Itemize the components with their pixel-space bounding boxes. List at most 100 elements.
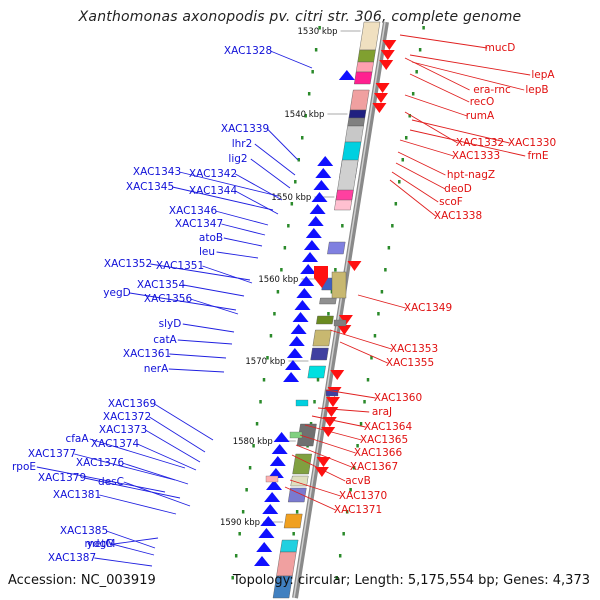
gene-label-left: XAC1347: [175, 218, 223, 230]
label-leader: [172, 186, 274, 211]
label-leader: [169, 353, 227, 359]
track-tick: [294, 180, 297, 184]
gene-label-left: XAC1387: [48, 552, 96, 564]
label-leader: [123, 481, 191, 507]
label-leader: [99, 494, 177, 515]
track-tick: [380, 290, 384, 294]
gene-arrow: [294, 300, 311, 310]
gene-block: [357, 49, 376, 63]
gene-label-right: mucD: [485, 42, 516, 54]
label-leader: [190, 298, 239, 315]
gene-label-left: XAC1373: [99, 424, 147, 436]
label-leader: [267, 128, 299, 161]
label-leader: [404, 111, 458, 144]
track-tick: [309, 422, 313, 426]
gene-arrow: [305, 228, 322, 238]
label-leader: [122, 462, 189, 485]
label-leader: [397, 151, 446, 176]
gene-layer: [254, 21, 397, 599]
label-leader: [36, 466, 166, 493]
label-leader: [411, 61, 525, 91]
gene-arrow: [314, 467, 329, 477]
gene-label-left: XAC1385: [60, 525, 108, 537]
gene-label-left: XAC1381: [53, 489, 101, 501]
label-leader: [182, 323, 235, 333]
gene-arrow: [262, 504, 279, 514]
track-tick: [418, 48, 422, 52]
label-leader: [391, 171, 439, 203]
gene-label-left: catA: [153, 334, 177, 346]
label-leader: [154, 403, 214, 441]
gene-block: [327, 241, 346, 255]
gene-label-left: XAC1344: [189, 185, 238, 197]
gene-label-right: XAC1365: [360, 434, 408, 446]
track-tick: [280, 268, 283, 272]
gene-block: [292, 453, 312, 475]
track-tick: [252, 444, 255, 448]
track-tick: [363, 400, 366, 404]
track-tick: [338, 554, 342, 558]
track-tick: [394, 202, 398, 206]
gene-label-left: XAC1376: [76, 457, 125, 469]
label-leader: [221, 223, 266, 236]
track-tick: [238, 532, 241, 536]
gene-block: [333, 319, 347, 327]
gene-label-left: desC: [98, 476, 124, 488]
gene-label-right: scoF: [439, 196, 463, 208]
gene-block: [331, 271, 347, 299]
gene-block: [307, 365, 326, 379]
gene-label-right: era-rnc: [473, 84, 511, 96]
gene-label-right: recO: [470, 96, 495, 108]
gene-arrow: [338, 70, 355, 80]
track-tick: [352, 466, 356, 470]
label-leader: [74, 453, 176, 481]
label-leader: [339, 341, 388, 364]
label-leader: [395, 162, 446, 190]
gene-block: [289, 431, 303, 439]
gene-label-left: XAC1342: [189, 168, 237, 180]
gene-label-left: XAC1372: [103, 411, 151, 423]
track-tick: [259, 400, 262, 404]
gene-label-left: XAC1356: [144, 293, 193, 305]
track-tick: [408, 114, 411, 118]
gene-block: [312, 329, 332, 347]
gene-arrow: [264, 492, 281, 502]
kbp-marker-label: 1560 kbp: [258, 275, 298, 285]
gene-label-left: XAC1352: [104, 258, 152, 270]
gene-label-right: XAC1371: [334, 504, 382, 516]
gene-block: [319, 297, 337, 305]
accession-label: Accession: NC_003919: [8, 573, 156, 588]
track-tick: [377, 312, 380, 316]
gene-arrow: [321, 427, 336, 437]
label-leader: [411, 119, 510, 144]
gene-block: [265, 475, 279, 483]
gene-block: [359, 21, 381, 51]
track-tick: [373, 334, 377, 338]
track-tick: [401, 158, 405, 162]
track-tick: [292, 532, 295, 536]
track-tick: [391, 224, 394, 228]
kbp-marker-label: 1590 kbp: [220, 518, 260, 528]
track-tick: [314, 48, 318, 52]
track-tick: [335, 576, 338, 580]
gene-label-left: nerA: [144, 363, 169, 375]
gene-arrow: [347, 261, 362, 271]
gene-block: [349, 89, 370, 111]
track-tick: [269, 334, 273, 338]
gene-arrow: [258, 528, 275, 538]
label-leader: [399, 34, 488, 49]
backbone-highlight: [293, 21, 386, 599]
label-leader: [299, 434, 356, 454]
gene-label-right: araJ: [372, 406, 392, 418]
gene-label-left: XAC1374: [91, 438, 140, 450]
gene-arrow: [322, 417, 337, 427]
track-tick: [342, 532, 345, 536]
label-leader: [270, 50, 313, 69]
label-leader: [84, 477, 181, 499]
gene-arrow: [325, 397, 340, 407]
gene-arrow: [307, 216, 324, 226]
label-leader: [89, 438, 186, 469]
gene-label-right: frnE: [527, 150, 548, 162]
gene-label-left: XAC1328: [224, 45, 272, 57]
